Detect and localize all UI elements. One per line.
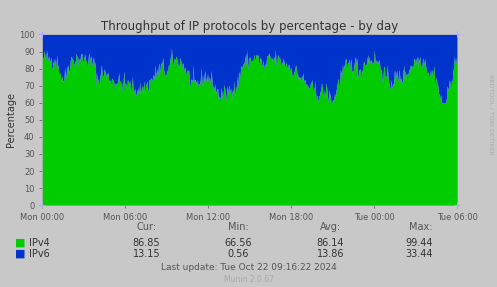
Title: Throughput of IP protocols by percentage - by day: Throughput of IP protocols by percentage… [101, 20, 399, 33]
Text: Last update: Tue Oct 22 09:16:22 2024: Last update: Tue Oct 22 09:16:22 2024 [161, 263, 336, 272]
Text: RRDTOOL / TOBI OETIKER: RRDTOOL / TOBI OETIKER [489, 74, 494, 155]
Text: ■: ■ [15, 249, 25, 259]
Text: 0.56: 0.56 [228, 249, 249, 259]
Text: 86.14: 86.14 [317, 238, 344, 247]
Text: Min:: Min: [228, 222, 249, 232]
Text: IPv4: IPv4 [29, 238, 50, 247]
Text: IPv6: IPv6 [29, 249, 50, 259]
Text: 13.15: 13.15 [133, 249, 161, 259]
Text: 99.44: 99.44 [405, 238, 432, 247]
Text: 86.85: 86.85 [133, 238, 161, 247]
Text: 13.86: 13.86 [317, 249, 344, 259]
Text: 33.44: 33.44 [405, 249, 432, 259]
Text: Cur:: Cur: [137, 222, 157, 232]
Text: Max:: Max: [409, 222, 432, 232]
Y-axis label: Percentage: Percentage [6, 92, 16, 147]
Text: ■: ■ [15, 238, 25, 247]
Text: 66.56: 66.56 [225, 238, 252, 247]
Text: Avg:: Avg: [320, 222, 341, 232]
Text: Munin 2.0.67: Munin 2.0.67 [224, 275, 273, 284]
